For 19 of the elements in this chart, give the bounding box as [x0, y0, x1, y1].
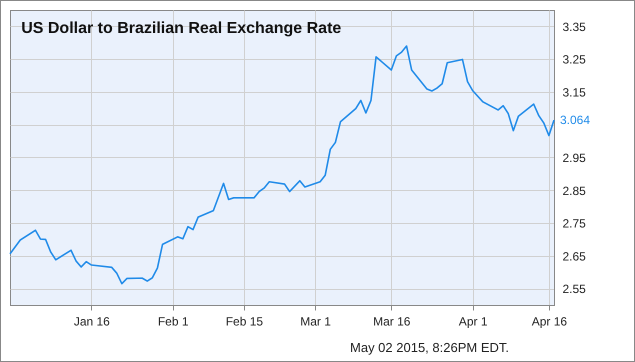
data-label: 3.064 [560, 113, 590, 128]
y-tick-label: 2.85 [562, 184, 586, 198]
x-tick-label: Mar 1 [300, 314, 332, 328]
y-tick-label: 3.35 [562, 20, 586, 34]
y-tick-label: 2.95 [562, 151, 586, 165]
y-tick-label: 2.55 [562, 282, 586, 296]
x-tick-label: Jan 16 [74, 314, 110, 328]
y-tick-label: 3.15 [562, 85, 586, 100]
x-tick-label: Feb 15 [226, 314, 264, 328]
y-tick-label: 2.65 [562, 249, 586, 264]
y-tick-label: 2.75 [562, 216, 586, 231]
x-tick-label: Apr 1 [458, 314, 488, 328]
y-tick-label: 3.25 [562, 52, 586, 67]
line-series [9, 45, 555, 284]
x-tick-label: Apr 16 [532, 314, 568, 328]
x-tick-label: Mar 16 [373, 314, 411, 328]
text: May 02 2015, 8:26PM EDT. [350, 340, 509, 355]
x-tick-label: Feb 1 [158, 314, 189, 328]
text: US Dollar to Brazilian Real Exchange Rate [21, 20, 342, 37]
